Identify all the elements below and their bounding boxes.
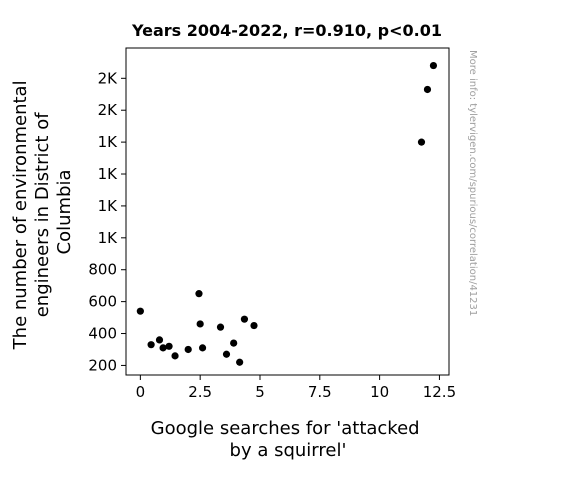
data-point — [216, 323, 225, 331]
y-tick-label: 400 — [88, 325, 117, 343]
data-point — [155, 336, 164, 344]
x-tick-label: 5 — [255, 383, 265, 401]
x-tick-label: 7.5 — [308, 383, 332, 401]
y-tick-label: 1K — [98, 133, 119, 151]
x-tick-label: 10 — [370, 383, 389, 401]
data-point — [230, 339, 238, 347]
data-point — [171, 352, 179, 360]
data-point — [147, 341, 155, 349]
y-tick-label: 1K — [98, 229, 119, 247]
source-note: More info: tylervigen.com/spurious/corre… — [467, 50, 478, 316]
data-point — [429, 61, 438, 70]
y-tick-label: 200 — [88, 356, 117, 374]
plot-area — [125, 47, 450, 376]
x-axis-label-line-2: by a squirrel' — [230, 440, 347, 461]
y-axis-label-line-2: engineers in District of — [32, 112, 53, 317]
y-tick-label: 600 — [88, 293, 117, 311]
data-point — [184, 345, 192, 354]
data-point — [222, 350, 231, 358]
y-tick-label: 1K — [98, 197, 119, 215]
data-point — [417, 138, 426, 146]
data-point — [196, 320, 204, 328]
x-axis: 0 2.5 5 7.5 10 12.5 — [136, 375, 456, 401]
y-tick-label: 800 — [88, 261, 117, 279]
y-tick-label: 2K — [98, 69, 119, 87]
data-point — [240, 315, 249, 323]
data-point — [198, 344, 207, 352]
y-axis-label-line-1: The number of environmental — [10, 80, 31, 350]
y-axis: 200 400 600 800 1K 1K 1K 1K 2K 2K — [88, 69, 126, 374]
data-point — [136, 307, 144, 315]
data-point — [165, 342, 173, 350]
x-tick-label: 2.5 — [188, 383, 212, 401]
data-point — [250, 321, 258, 330]
x-tick-label: 0 — [136, 383, 146, 401]
chart-title: Years 2004-2022, r=0.910, p<0.01 — [131, 21, 442, 40]
data-points — [136, 61, 438, 366]
x-axis-label-line-1: Google searches for 'attacked — [151, 418, 420, 439]
plot-frame — [125, 47, 450, 376]
y-axis-label-line-3: Columbia — [54, 170, 75, 255]
data-point — [195, 290, 203, 298]
x-axis-label: Google searches for 'attacked by a squir… — [151, 418, 426, 461]
y-tick-label: 2K — [98, 101, 119, 119]
x-tick-label: 12.5 — [423, 383, 456, 401]
y-tick-label: 1K — [98, 165, 119, 183]
data-point — [159, 344, 167, 352]
y-axis-label: The number of environmental engineers in… — [10, 75, 75, 351]
data-point — [423, 85, 432, 94]
data-point — [236, 358, 244, 366]
